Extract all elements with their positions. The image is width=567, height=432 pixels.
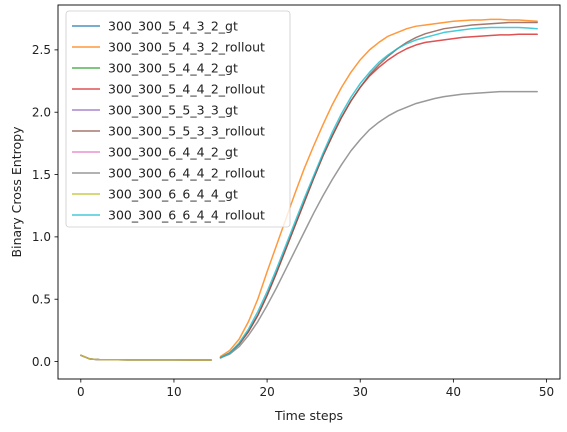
x-axis-label: Time steps — [274, 408, 343, 423]
x-axis: 0 10 20 30 40 50 — [77, 379, 554, 399]
x-tick-label-4: 40 — [446, 385, 461, 399]
x-tick-label-5: 50 — [539, 385, 554, 399]
legend-label-9: 300_300_6_6_4_4_rollout — [108, 208, 265, 223]
series-line-8 — [80, 354, 212, 361]
y-tick-label-2: 1.0 — [32, 230, 51, 244]
series-layer — [80, 18, 538, 361]
y-axis-label: Binary Cross Entropy — [9, 126, 24, 258]
legend-label-7: 300_300_6_4_4_2_rollout — [108, 166, 265, 181]
legend-label-8: 300_300_6_6_4_4_gt — [108, 187, 238, 202]
series-line-7 — [219, 90, 538, 359]
legend-label-3: 300_300_5_4_4_2_rollout — [108, 82, 265, 97]
y-tick-label-3: 1.5 — [32, 168, 51, 182]
series-line-9 — [219, 26, 538, 359]
x-tick-label-2: 20 — [259, 385, 274, 399]
x-tick-label-3: 30 — [353, 385, 368, 399]
y-tick-label-0: 0.0 — [32, 355, 51, 369]
legend-label-2: 300_300_5_4_4_2_gt — [108, 61, 238, 76]
legend: 300_300_5_4_3_2_gt 300_300_5_4_3_2_rollou… — [65, 10, 291, 228]
y-tick-label-5: 2.5 — [32, 43, 51, 57]
legend-label-1: 300_300_5_4_3_2_rollout — [108, 40, 265, 55]
plot-frame — [57, 4, 561, 380]
y-axis: 0.0 0.5 1.0 1.5 2.0 2.5 — [32, 43, 58, 369]
legend-box — [65, 10, 291, 228]
legend-label-5: 300_300_5_5_3_3_rollout — [108, 124, 265, 139]
x-tick-label-0: 0 — [77, 385, 85, 399]
y-tick-label-4: 2.0 — [32, 106, 51, 120]
legend-label-0: 300_300_5_4_3_2_gt — [108, 19, 238, 34]
legend-label-6: 300_300_6_4_4_2_gt — [108, 145, 238, 160]
series-line-1 — [219, 18, 538, 358]
x-tick-label-1: 10 — [166, 385, 181, 399]
y-tick-label-1: 0.5 — [32, 293, 51, 307]
series-line-5 — [219, 21, 538, 359]
legend-label-4: 300_300_5_5_3_3_gt — [108, 103, 238, 118]
